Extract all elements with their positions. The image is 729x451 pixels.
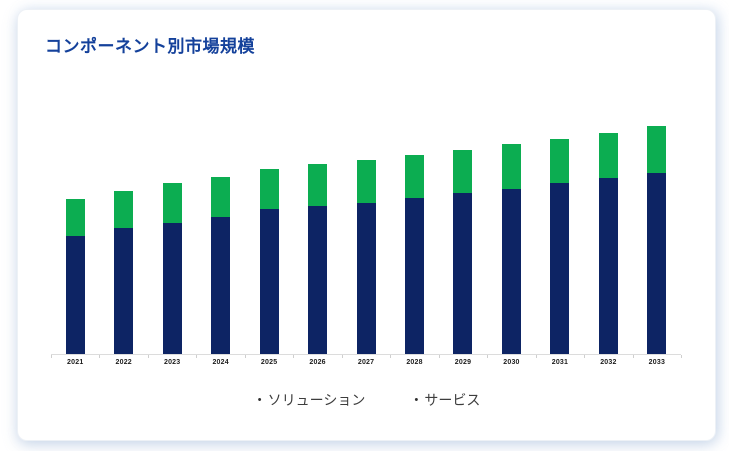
x-axis-label: 2023 [163,359,181,366]
stacked-bar [308,164,328,354]
legend-label: サービス [424,392,481,408]
legend-bullet-icon: ・ [252,392,267,408]
x-axis-tick [584,355,586,358]
x-axis-tick [632,355,634,358]
legend-item-solution: ・ソリューション [253,390,366,410]
x-axis-label: 2029 [454,359,472,366]
service-bar-segment [114,191,134,228]
stacked-bar [162,183,182,354]
x-axis-label: 2025 [260,359,278,366]
stacked-bar [647,126,667,354]
x-axis-tick [147,355,149,358]
x-axis-tick [99,355,101,358]
bar-group [342,105,390,354]
service-bar-segment [453,150,473,193]
bars-area [51,105,681,354]
solution-bar-segment [453,193,473,354]
bar-group [245,105,293,354]
solution-bar-segment [114,228,134,354]
solution-bar-segment [598,178,618,354]
bar-group [99,105,147,354]
x-axis-label: 2028 [406,359,423,366]
x-axis-ticks [51,354,682,358]
chart-title: コンポーネント別市場規模 [45,37,255,56]
service-bar-segment [550,139,570,183]
x-axis-tick [390,355,392,358]
bar-group [196,105,244,354]
legend-bullet-icon: ・ [409,392,424,408]
solution-bar-segment [211,217,231,354]
x-axis-label: 2021 [67,359,84,366]
bar-group [293,105,341,354]
solution-bar-segment [162,223,182,354]
service-bar-segment [65,199,85,236]
service-bar-segment [501,144,521,189]
bar-group [487,105,535,354]
chart-plot-area: 2021 2022 2023 2024 2025 2026 2027 2028 2029 2030… [51,105,682,366]
stacked-bar [598,133,618,354]
x-axis-label: 2024 [212,359,229,366]
x-axis-label: 2026 [309,359,326,366]
solution-bar-segment [65,236,85,354]
service-bar-segment [356,160,376,203]
x-axis-labels: 2021 2022 2023 2024 2025 2026 2027 2028 2029 2030… [51,359,681,366]
stacked-bar [114,191,134,354]
service-bar-segment [647,126,667,173]
service-bar-segment [211,177,231,217]
legend-label: ソリューション [267,392,366,408]
service-bar-segment [259,169,279,209]
legend-item-service: ・サービス [409,390,480,410]
solution-bar-segment [405,198,425,354]
service-bar-segment [405,155,425,198]
x-axis-label: 2033 [648,359,666,366]
solution-bar-segment [356,203,376,354]
bar-group [51,105,99,354]
stacked-bar [453,150,473,354]
service-bar-segment [162,183,182,223]
chart-legend: ・ソリューション・サービス [18,390,715,410]
stacked-bar [550,139,570,354]
x-axis-tick [681,355,682,358]
service-bar-segment [308,164,328,206]
bar-group [584,105,632,354]
x-axis-tick [535,355,537,358]
solution-bar-segment [259,209,279,354]
stacked-bar [211,177,231,354]
bar-group [536,105,584,354]
x-axis-tick [487,355,489,358]
x-axis-tick [438,355,440,358]
x-axis-label: 2032 [600,359,617,366]
solution-bar-segment [308,206,328,354]
bar-group [148,105,196,354]
stacked-bar [405,155,425,354]
stacked-bar [259,169,279,354]
service-bar-segment [598,133,618,178]
x-axis-tick [341,355,343,358]
x-axis-label: 2027 [357,359,375,366]
solution-bar-segment [647,173,667,354]
chart-card: コンポーネント別市場規模 2021 2022 2023 2024 2025 2026 202… [17,9,716,441]
plot [51,105,682,358]
x-axis-label: 2031 [551,359,569,366]
bar-group [633,105,681,354]
solution-bar-segment [550,183,570,354]
solution-bar-segment [501,189,521,354]
x-axis-tick [293,355,295,358]
x-axis-tick [51,355,52,358]
stacked-bar [65,199,85,354]
bar-group [439,105,487,354]
stacked-bar [501,144,521,354]
bar-group [390,105,438,354]
x-axis-tick [244,355,246,358]
x-axis-tick [196,355,198,358]
stacked-bar [356,160,376,354]
x-axis-label: 2030 [503,359,520,366]
x-axis-label: 2022 [115,359,132,366]
